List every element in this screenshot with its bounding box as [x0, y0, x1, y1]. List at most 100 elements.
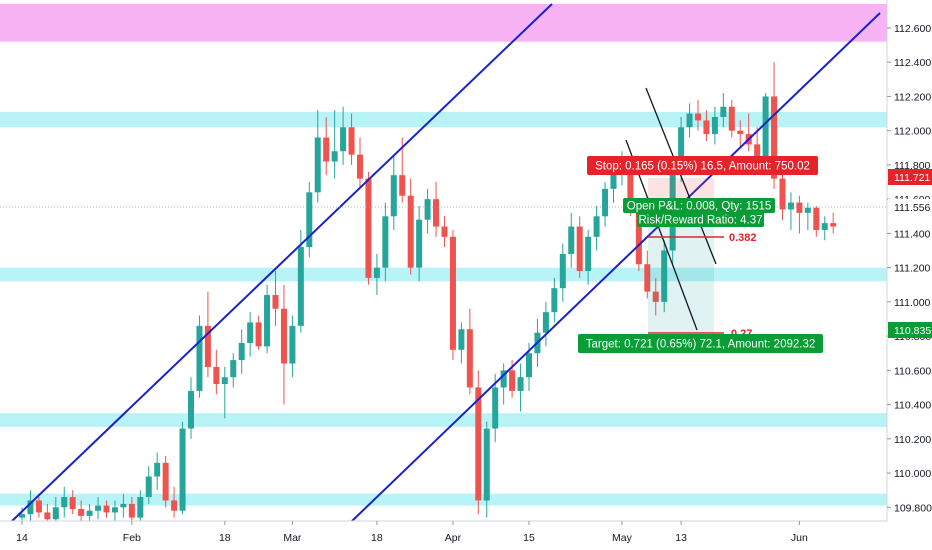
candle-body	[475, 387, 482, 501]
candle-32	[289, 315, 296, 378]
candle-17	[162, 455, 169, 508]
target-label[interactable]: Target: 0.721 (0.65%) 72.1, Amount: 2092…	[578, 334, 823, 353]
candle-body	[264, 295, 271, 347]
trend-line-1[interactable]	[645, 87, 717, 265]
candle-body	[762, 96, 769, 162]
price-tick-label: 110.400	[894, 400, 931, 412]
price-axis[interactable]: 112.600112.400112.200112.000111.800111.6…	[886, 0, 932, 550]
candle-body	[373, 267, 380, 278]
channel-lines[interactable]	[11, 3, 881, 522]
price-tick-label: 111.200	[894, 263, 931, 275]
stop-price-tag-bg	[888, 169, 932, 185]
price-tick-label: 109.800	[894, 502, 932, 514]
position-tool[interactable]: 0.3820.27Stop: 0.165 (0.15%) 16.5, Amoun…	[0, 87, 887, 353]
zone-support-1	[0, 111, 887, 128]
stop-label[interactable]: Stop: 0.165 (0.15%) 16.5, Amount: 750.02	[587, 156, 818, 175]
time-tick-label: Mar	[283, 532, 302, 544]
candle-56	[492, 373, 499, 443]
candle-75	[652, 277, 659, 316]
candle-82	[711, 106, 718, 145]
candle-30	[272, 271, 279, 326]
candle-28	[255, 315, 262, 350]
rr-label[interactable]: Risk/Reward Ratio: 4.37	[637, 212, 764, 227]
candle-body	[635, 206, 642, 265]
time-tick-label: 15	[523, 532, 535, 544]
candle-body	[111, 507, 118, 513]
candle-body	[306, 192, 313, 248]
time-tick-label: May	[612, 532, 633, 544]
price-tick-label: 110.600	[894, 365, 931, 377]
candle-body	[86, 510, 93, 516]
candle-27	[247, 312, 254, 357]
candle-body	[517, 377, 524, 391]
candle-body	[737, 130, 744, 135]
candle-body	[593, 216, 600, 237]
candle-38	[340, 106, 347, 165]
candle-body	[95, 505, 102, 511]
candle-body	[703, 120, 710, 135]
candle-body	[433, 199, 440, 227]
candle-body	[213, 366, 220, 385]
candle-body	[44, 512, 51, 520]
candle-80	[695, 99, 701, 131]
candle-body	[357, 154, 363, 179]
candle-52	[458, 322, 465, 364]
current-price-tag[interactable]: 111.556	[888, 199, 932, 215]
candle-body	[145, 476, 152, 498]
candle-body	[162, 462, 169, 501]
candle-44	[390, 154, 397, 230]
time-tick-label: 18	[219, 532, 231, 544]
price-tick-label: 110.200	[894, 434, 931, 446]
time-tick-label: Jun	[791, 532, 808, 544]
candle-10	[103, 500, 110, 518]
candle-26	[238, 329, 245, 374]
pnl-label[interactable]: Open P&L: 0.008, Qty: 1515	[623, 198, 775, 213]
candle-body	[602, 188, 609, 217]
time-tick-label: Feb	[123, 532, 141, 544]
candle-body	[382, 216, 389, 268]
candle-body	[154, 462, 161, 477]
stop-label-text: Stop: 0.165 (0.15%) 16.5, Amount: 750.02	[595, 161, 810, 173]
stop-price-tag[interactable]: 111.721	[888, 169, 932, 185]
candle-68	[593, 206, 600, 251]
candle-body	[255, 322, 262, 347]
upper-channel-line[interactable]	[11, 3, 553, 522]
candle-47	[416, 206, 423, 282]
candle-96	[830, 212, 837, 234]
candle-40	[357, 137, 363, 189]
target-price-tag-bg	[888, 322, 932, 338]
candle-62	[542, 301, 549, 347]
candle-body	[416, 219, 423, 268]
candle-body	[27, 500, 34, 515]
candle-body	[509, 370, 516, 391]
candle-body	[289, 325, 296, 364]
candle-body	[728, 106, 735, 131]
candle-body	[230, 360, 237, 378]
candle-92	[796, 195, 803, 234]
stop-label-bg	[587, 156, 818, 175]
rr-label-text: Risk/Reward Ratio: 4.37	[639, 215, 763, 227]
time-tick-label: Apr	[445, 532, 462, 544]
price-tick-label: 112.600	[894, 23, 931, 35]
candle-body	[526, 353, 532, 378]
candle-16	[154, 452, 161, 491]
target-price-tag[interactable]: 110.835	[888, 322, 932, 338]
time-axis[interactable]: 14 Feb 18 Mar 18 Apr 15 May 13 Jun	[0, 520, 932, 550]
candle-31	[280, 284, 287, 405]
candle-19	[179, 421, 186, 515]
candle-body	[576, 226, 583, 272]
candle-43	[382, 202, 389, 282]
candle-body	[804, 207, 811, 213]
candle-body	[551, 288, 558, 313]
candle-25	[230, 353, 237, 388]
candle-body	[585, 236, 592, 272]
lower-channel-line[interactable]	[351, 12, 881, 522]
price-tick-label: 112.000	[894, 126, 931, 138]
candle-53	[466, 308, 473, 395]
candle-1	[27, 490, 34, 521]
candle-body	[120, 503, 127, 508]
candle-body	[297, 247, 304, 326]
candle-body	[830, 223, 837, 227]
candle-body	[821, 223, 828, 230]
